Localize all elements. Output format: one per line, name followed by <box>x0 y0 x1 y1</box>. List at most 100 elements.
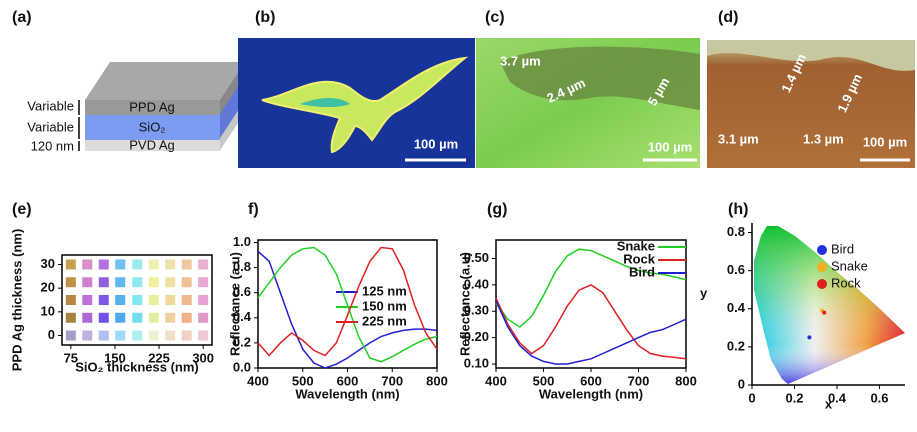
color-swatch <box>198 277 208 287</box>
color-swatch <box>132 259 142 269</box>
thickness-label: 120 nm <box>31 138 74 153</box>
panel-label: (e) <box>12 201 32 218</box>
legend-label: Bird <box>629 264 655 279</box>
series-line <box>258 251 437 368</box>
color-swatch <box>115 295 125 305</box>
x-axis-label: x <box>825 396 833 411</box>
color-swatch <box>149 295 159 305</box>
color-swatch <box>165 277 175 287</box>
panel-label: (b) <box>255 9 275 26</box>
color-swatch <box>115 313 125 323</box>
y-tick-label: 0.6 <box>727 262 745 277</box>
point <box>822 311 826 315</box>
color-swatch <box>66 313 76 323</box>
y-tick-label: 30 <box>41 256 55 271</box>
color-swatch <box>198 259 208 269</box>
scale-label: 100 µm <box>414 136 458 151</box>
color-swatch <box>82 331 92 341</box>
color-swatch <box>149 331 159 341</box>
legend-marker <box>817 262 827 272</box>
color-swatch <box>132 277 142 287</box>
color-swatch <box>165 295 175 305</box>
color-swatch <box>149 313 159 323</box>
panel-label: (g) <box>487 201 507 218</box>
color-swatch <box>99 259 109 269</box>
color-swatch <box>198 295 208 305</box>
panel-label: (h) <box>728 201 748 218</box>
scale-label: 100 µm <box>648 139 692 154</box>
chromaticity-shade <box>754 226 905 384</box>
legend-label: Bird <box>831 241 854 256</box>
x-tick-label: 800 <box>675 373 697 388</box>
y-tick-label: 20 <box>41 280 55 295</box>
layer-label: PPD Ag <box>129 99 175 114</box>
color-swatch <box>182 295 192 305</box>
point <box>807 335 811 339</box>
x-axis-label: SiO₂ thickness (nm) <box>75 359 199 374</box>
thickness-label: Variable <box>27 119 74 134</box>
annotation: 3.7 µm <box>500 53 541 68</box>
series-line <box>496 285 686 359</box>
color-swatch <box>99 331 109 341</box>
color-swatch <box>132 295 142 305</box>
color-swatch <box>99 313 109 323</box>
layer-label: SiO₂ <box>139 119 166 134</box>
color-swatch <box>182 259 192 269</box>
color-swatch <box>115 277 125 287</box>
x-axis-label: Wavelength (nm) <box>539 386 643 401</box>
series-line <box>496 249 686 327</box>
legend-label: 125 nm <box>362 283 407 298</box>
color-swatch <box>165 313 175 323</box>
panel-d: (d) 1.4 µm 1.9 µm 3.1 µm 1.3 µm 100 µm <box>707 9 915 168</box>
color-swatch <box>66 277 76 287</box>
color-swatch <box>182 331 192 341</box>
color-swatch <box>82 259 92 269</box>
x-tick-label: 400 <box>247 373 269 388</box>
y-tick-label: 0.2 <box>727 338 745 353</box>
y-axis-label: Reflectance (a.u) <box>457 252 472 356</box>
color-swatch <box>66 331 76 341</box>
legend-marker <box>817 245 827 255</box>
legend-label: Snake <box>831 258 868 273</box>
layer-label: PVD Ag <box>129 137 175 152</box>
legend-label: 225 nm <box>362 313 407 328</box>
color-swatch <box>198 313 208 323</box>
panel-label: (c) <box>485 9 505 26</box>
panel-label: f) <box>248 201 259 218</box>
color-swatch <box>99 295 109 305</box>
scale-label: 100 µm <box>863 134 907 149</box>
color-swatch <box>182 313 192 323</box>
annotation: 3.1 µm <box>718 131 759 146</box>
panel-c: (c) 3.7 µm 2.4 µm 5 µm 100 µm <box>476 9 700 168</box>
color-swatch <box>165 259 175 269</box>
y-axis-label: Reflectance (a.u) <box>227 252 242 356</box>
x-tick-label: 0 <box>748 390 755 405</box>
y-tick-label: 0.0 <box>233 359 251 374</box>
x-tick-label: 0.6 <box>870 390 888 405</box>
thickness-label: Variable <box>27 98 74 113</box>
y-axis-label: y <box>700 285 708 300</box>
y-tick-label: 0.4 <box>727 300 746 315</box>
y-tick-label: 0.8 <box>727 224 745 239</box>
panel-b: (b) 100 µm <box>238 9 475 168</box>
legend-label: Rock <box>831 275 861 290</box>
color-swatch <box>99 277 109 287</box>
x-tick-label: 800 <box>426 373 448 388</box>
color-swatch <box>82 295 92 305</box>
legend-marker <box>817 279 827 289</box>
color-swatch <box>132 313 142 323</box>
color-swatch <box>165 331 175 341</box>
y-tick-label: 0 <box>48 327 55 342</box>
panel-label: (d) <box>718 9 738 26</box>
color-swatch <box>149 259 159 269</box>
color-swatch <box>115 331 125 341</box>
y-axis-label: PPD Ag thickness (nm) <box>9 229 24 372</box>
panel-label: (a) <box>12 9 32 26</box>
annotation: 1.3 µm <box>803 131 844 146</box>
legend-label: 150 nm <box>362 298 407 313</box>
layer-top <box>85 62 245 100</box>
y-tick-label: 10 <box>41 303 55 318</box>
x-axis-label: Wavelength (nm) <box>295 386 399 401</box>
color-swatch <box>198 331 208 341</box>
